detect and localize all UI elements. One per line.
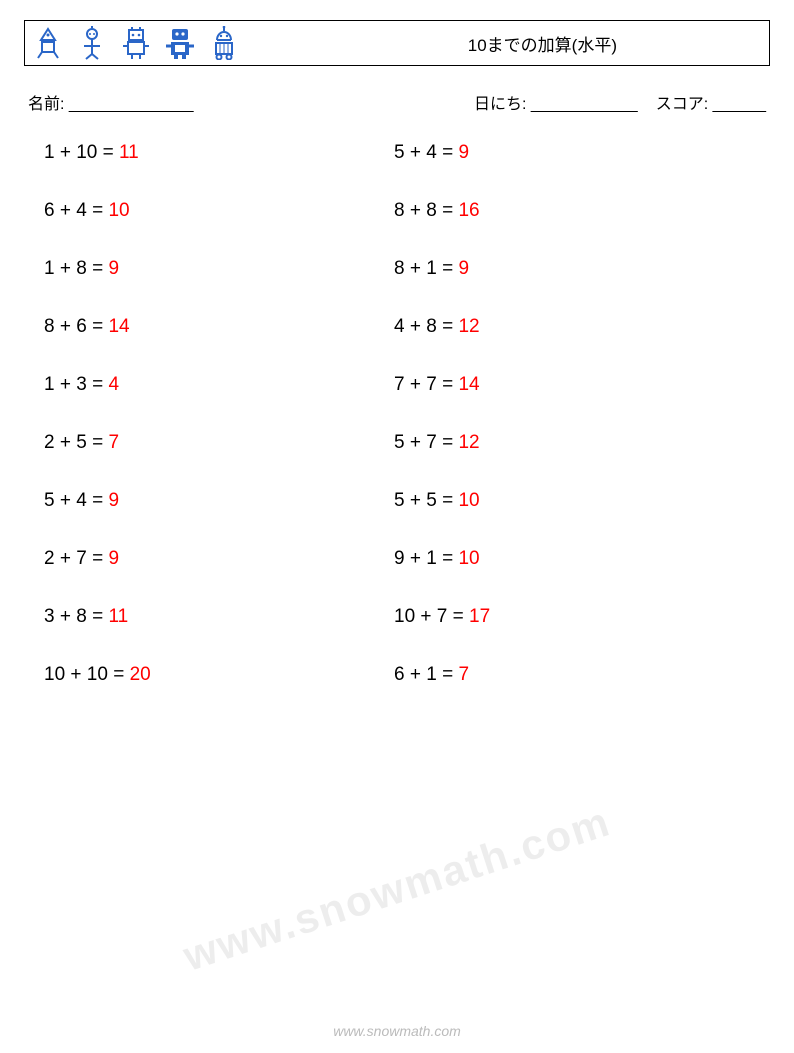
answer: 9 xyxy=(108,548,119,569)
answer: 10 xyxy=(458,490,479,511)
answer: 12 xyxy=(458,316,479,337)
answer: 16 xyxy=(458,200,479,221)
answer: 12 xyxy=(458,432,479,453)
answer: 10 xyxy=(108,200,129,221)
meta-row: 名前: ______________ 日にち: ____________ スコア… xyxy=(24,90,770,114)
score-field: スコア: ______ xyxy=(656,90,766,114)
problem-row: 7 + 7 = 14 xyxy=(394,374,744,396)
answer: 17 xyxy=(469,606,490,627)
robot-icon xyxy=(119,26,153,60)
problem-row: 2 + 5 = 7 xyxy=(44,432,394,454)
problem-row: 1 + 3 = 4 xyxy=(44,374,394,396)
name-field: 名前: ______________ xyxy=(28,90,193,114)
problem-row: 9 + 1 = 10 xyxy=(394,548,744,570)
problems-grid: 1 + 10 = 11 6 + 4 = 10 1 + 8 = 9 8 + 6 = 14… xyxy=(24,142,770,686)
worksheet-title: 10までの加算(水平) xyxy=(468,31,757,56)
answer: 7 xyxy=(458,664,469,685)
answer: 11 xyxy=(119,142,139,163)
problem-row: 5 + 4 = 9 xyxy=(394,142,744,164)
date-field: 日にち: ____________ xyxy=(474,90,638,114)
answer: 9 xyxy=(458,258,469,279)
problem-row: 5 + 4 = 9 xyxy=(44,490,394,512)
answer: 9 xyxy=(108,490,119,511)
problem-row: 2 + 7 = 9 xyxy=(44,548,394,570)
problem-row: 4 + 8 = 12 xyxy=(394,316,744,338)
answer: 9 xyxy=(458,142,469,163)
answer: 9 xyxy=(108,258,119,279)
robot-icon xyxy=(207,26,241,60)
problem-row: 10 + 7 = 17 xyxy=(394,606,744,628)
problem-row: 1 + 8 = 9 xyxy=(44,258,394,280)
answer: 10 xyxy=(458,548,479,569)
answer: 11 xyxy=(108,606,128,627)
problem-row: 8 + 8 = 16 xyxy=(394,200,744,222)
footer-link: www.snowmath.com xyxy=(0,1023,794,1039)
problem-row: 5 + 7 = 12 xyxy=(394,432,744,454)
robot-icon xyxy=(163,26,197,60)
answer: 14 xyxy=(458,374,479,395)
problem-row: 5 + 5 = 10 xyxy=(394,490,744,512)
answer: 7 xyxy=(108,432,119,453)
problem-row: 10 + 10 = 20 xyxy=(44,664,394,686)
answer: 4 xyxy=(108,374,119,395)
robot-icon xyxy=(31,26,65,60)
answer: 20 xyxy=(130,664,151,685)
watermark: www.snowmath.com xyxy=(178,797,617,980)
problem-row: 3 + 8 = 11 xyxy=(44,606,394,628)
problem-row: 6 + 1 = 7 xyxy=(394,664,744,686)
problem-row: 8 + 1 = 9 xyxy=(394,258,744,280)
answer: 14 xyxy=(108,316,129,337)
problem-row: 1 + 10 = 11 xyxy=(44,142,394,164)
header-box: 10までの加算(水平) xyxy=(24,20,770,66)
problems-column-right: 5 + 4 = 9 8 + 8 = 16 8 + 1 = 9 4 + 8 = 12 7 … xyxy=(394,142,744,686)
problems-column-left: 1 + 10 = 11 6 + 4 = 10 1 + 8 = 9 8 + 6 = 14… xyxy=(44,142,394,686)
problem-row: 6 + 4 = 10 xyxy=(44,200,394,222)
robot-icon-row xyxy=(31,26,241,60)
robot-icon xyxy=(75,26,109,60)
problem-row: 8 + 6 = 14 xyxy=(44,316,394,338)
